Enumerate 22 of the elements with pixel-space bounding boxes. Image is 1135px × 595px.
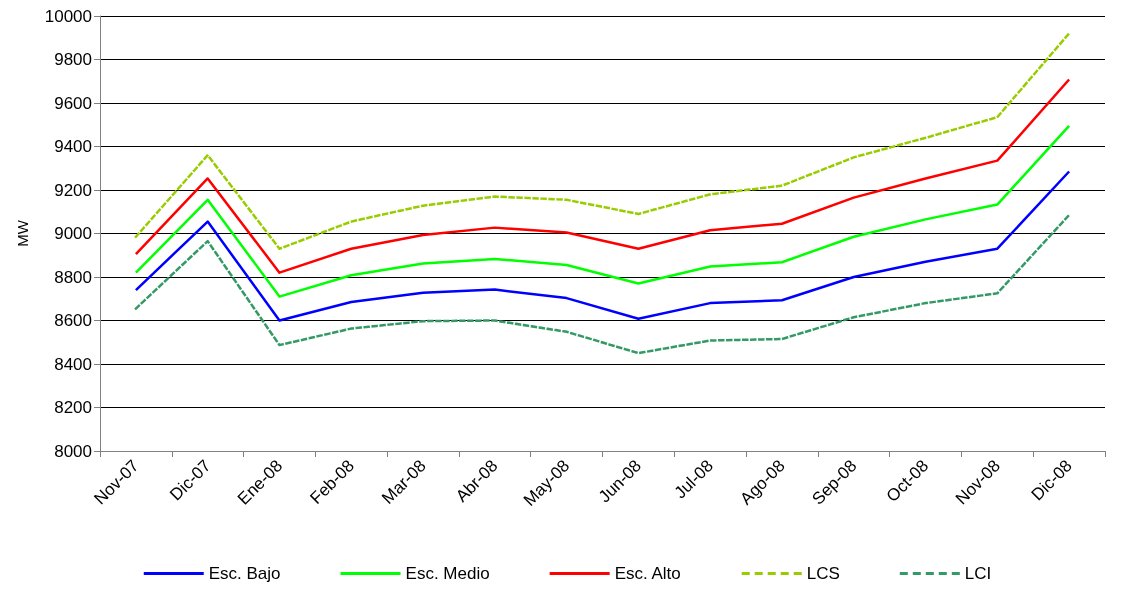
y-tick-label: 8000 (54, 441, 92, 461)
y-tick-label: 8600 (54, 311, 92, 330)
line-series (134, 213, 1071, 355)
y-tick-label: 8800 (54, 267, 92, 287)
line-series (134, 32, 1071, 250)
legend-label: Esc. Alto (614, 564, 681, 583)
line-series (134, 124, 1071, 298)
y-axis-title: MW (14, 219, 31, 247)
y-tick-label: 10000 (44, 6, 92, 26)
legend-label: LCI (964, 564, 992, 583)
legend-label: LCS (806, 564, 840, 583)
y-tick-label: 9200 (54, 180, 92, 200)
y-tick-label: 8200 (54, 398, 92, 417)
legend-label: Esc. Medio (405, 564, 490, 583)
y-tick-label: 9000 (54, 224, 92, 243)
y-tick-label: 9800 (54, 50, 92, 69)
line-series (134, 78, 1071, 274)
y-tick-label: 9400 (54, 137, 92, 156)
y-tick-label: 8400 (54, 354, 92, 374)
y-tick-label: 9600 (54, 93, 92, 113)
line-series (134, 170, 1071, 322)
legend-label: Esc. Bajo (208, 564, 281, 583)
